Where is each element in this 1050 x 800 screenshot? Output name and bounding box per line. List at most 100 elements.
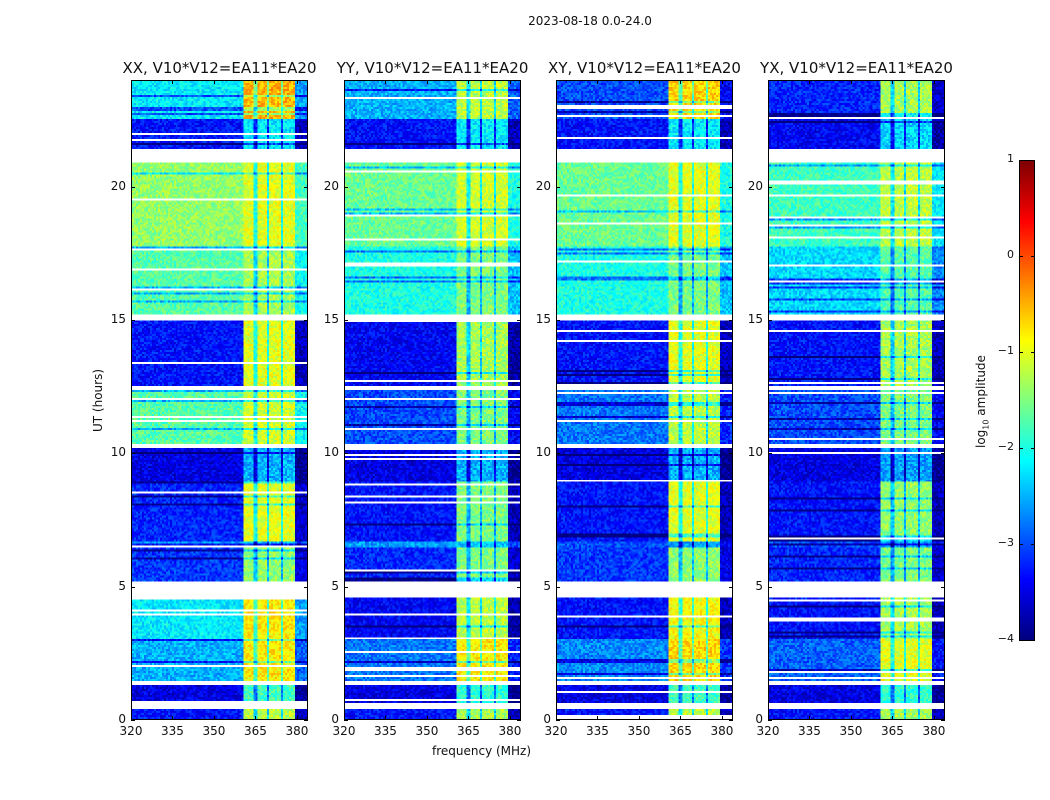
- x-tick-label: 320: [332, 724, 356, 738]
- x-tick-top: [933, 80, 935, 84]
- colorbar: [1019, 160, 1035, 641]
- y-tick-label: 0: [755, 712, 763, 726]
- colorbar-tick: [1019, 448, 1023, 449]
- x-tick-top: [509, 80, 511, 84]
- panel-title: XX, V10*V12=EA11*EA20: [122, 59, 317, 77]
- heatmap-xx: [131, 80, 308, 720]
- x-tick-label: 365: [244, 724, 267, 738]
- y-tick-label: 20: [747, 178, 763, 193]
- x-tick: [509, 716, 511, 720]
- x-tick-top: [468, 80, 470, 84]
- y-tick: [131, 720, 135, 721]
- y-tick: [131, 186, 135, 188]
- y-tick: [768, 320, 772, 321]
- colorbar-tick: [1019, 160, 1023, 161]
- y-tick: [131, 320, 135, 321]
- x-tick-label: 335: [374, 724, 397, 738]
- y-tick-label: 0: [118, 712, 126, 726]
- y-tick-right: [517, 720, 521, 721]
- y-tick-label: 20: [323, 178, 339, 193]
- colorbar-tick-right: [1031, 256, 1035, 257]
- x-tick-label: 380: [710, 724, 734, 738]
- heatmap-yy: [344, 80, 521, 720]
- y-tick-right: [517, 586, 521, 588]
- y-tick-label: 20: [535, 178, 551, 193]
- y-tick-label: 0: [331, 712, 339, 726]
- colorbar-tick-label: 0: [1007, 248, 1014, 261]
- y-tick: [344, 720, 348, 721]
- x-tick: [809, 716, 811, 720]
- colorbar-tick: [1019, 544, 1023, 545]
- y-tick-right: [517, 453, 521, 455]
- x-tick: [721, 716, 723, 720]
- y-tick-label: 15: [110, 312, 126, 326]
- colorbar-tick-right: [1031, 448, 1035, 449]
- y-tick-right: [304, 720, 308, 721]
- y-tick: [768, 186, 772, 188]
- x-tick-top: [344, 80, 345, 84]
- y-tick-right: [517, 186, 521, 188]
- y-tick-label: 5: [331, 578, 339, 593]
- y-tick: [768, 720, 772, 721]
- x-tick: [468, 716, 470, 720]
- y-tick: [556, 320, 560, 321]
- y-tick-right: [517, 320, 521, 321]
- x-tick-top: [213, 80, 215, 84]
- y-tick: [131, 586, 135, 588]
- x-tick-top: [556, 80, 557, 84]
- x-tick: [638, 716, 640, 720]
- x-tick-top: [172, 80, 174, 84]
- y-tick: [556, 453, 560, 455]
- y-tick-right: [304, 186, 308, 188]
- x-tick-top: [638, 80, 640, 84]
- x-tick-label: 335: [161, 724, 184, 738]
- colorbar-tick-label: 1: [1007, 152, 1014, 165]
- x-tick: [597, 716, 599, 720]
- colorbar-tick-right: [1031, 160, 1035, 161]
- y-tick: [344, 586, 348, 588]
- panel-title: YX, V10*V12=EA11*EA20: [760, 59, 953, 77]
- x-tick-label: 320: [119, 724, 143, 738]
- x-tick: [296, 716, 298, 720]
- x-tick-label: 380: [285, 724, 309, 738]
- colorbar-tick-label: −1: [997, 344, 1014, 357]
- y-tick: [556, 186, 560, 188]
- x-tick-label: 350: [202, 724, 226, 738]
- y-tick-right: [941, 586, 945, 588]
- y-tick-label: 5: [755, 578, 763, 593]
- y-tick: [344, 186, 348, 188]
- colorbar-tick: [1019, 640, 1023, 641]
- x-tick: [213, 716, 215, 720]
- x-tick: [172, 716, 174, 720]
- colorbar-tick-label: −2: [997, 440, 1014, 453]
- y-tick: [768, 453, 772, 455]
- colorbar-tick-right: [1031, 544, 1035, 545]
- colorbar-tick: [1019, 352, 1023, 353]
- panel-title: XY, V10*V12=EA11*EA20: [548, 59, 741, 77]
- y-tick-label: 5: [118, 578, 126, 593]
- heatmap-xy: [556, 80, 733, 720]
- y-axis-label: UT (hours): [91, 368, 105, 432]
- x-tick-label: 350: [415, 724, 439, 738]
- figure-title: 2023-08-18 0.0-24.0: [528, 14, 652, 28]
- colorbar-tick-label: −3: [997, 536, 1014, 549]
- y-tick: [556, 720, 560, 721]
- colorbar-tick-right: [1031, 640, 1035, 641]
- x-tick-top: [809, 80, 811, 84]
- x-tick-label: 335: [798, 724, 821, 738]
- x-tick-label: 380: [498, 724, 522, 738]
- colorbar-tick-right: [1031, 352, 1035, 353]
- y-tick: [768, 586, 772, 588]
- x-tick: [850, 716, 852, 720]
- heatmap-yx: [768, 80, 945, 720]
- y-tick-label: 10: [110, 445, 126, 460]
- y-tick-label: 15: [323, 312, 339, 326]
- x-tick-label: 365: [881, 724, 904, 738]
- y-tick-right: [729, 186, 733, 188]
- x-tick: [255, 716, 257, 720]
- x-tick-label: 350: [839, 724, 863, 738]
- x-tick-top: [597, 80, 599, 84]
- x-tick-label: 320: [756, 724, 780, 738]
- y-tick-right: [941, 320, 945, 321]
